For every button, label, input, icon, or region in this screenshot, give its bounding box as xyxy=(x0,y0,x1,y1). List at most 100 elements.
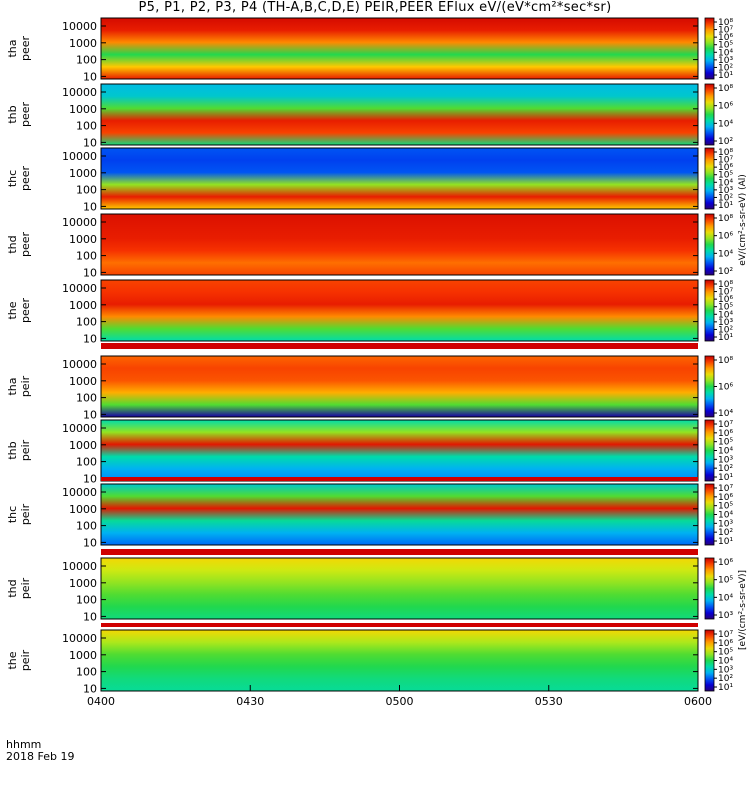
spectrogram-panel: 10 100 1000 10000 thc peir 10⁷10⁶10⁵10⁴10³10²1… xyxy=(6,483,733,549)
x-tick-label: 0600 xyxy=(684,695,712,708)
spectrogram-image xyxy=(101,420,698,481)
y-tick-label: 100 xyxy=(76,184,97,197)
panel-probe-label: thb xyxy=(6,105,19,123)
y-tick-label: 1000 xyxy=(69,649,97,662)
y-tick-label: 100 xyxy=(76,316,97,329)
data-gap-band xyxy=(101,549,698,555)
spectrogram-panel: 10 100 1000 10000 thd peir 10⁶ 10⁵ 10⁴ 10³ xyxy=(6,557,733,623)
colorbar-tick-label: 10² xyxy=(718,267,733,277)
colorbar-tick-label: 10⁸ xyxy=(718,84,733,94)
y-tick-label: 10000 xyxy=(62,216,97,229)
panel-probe-label: thc xyxy=(6,506,19,523)
spectrogram-panel: 10 100 1000 10000 tha peir 10⁸ 10⁶ 10⁴ xyxy=(6,355,733,421)
y-tick-label: 10000 xyxy=(62,358,97,371)
data-gap-band xyxy=(101,623,698,627)
y-tick-label: 10 xyxy=(83,136,97,149)
panel-frame xyxy=(100,557,699,620)
panel-instrument-label: peir xyxy=(19,649,32,671)
y-tick-label: 1000 xyxy=(69,299,97,312)
colorbar xyxy=(704,419,715,482)
y-tick-label: 10 xyxy=(83,70,97,83)
colorbar-tick-label: 10¹ xyxy=(718,473,733,483)
colorbar-tick-label: 10¹ xyxy=(718,333,733,343)
colorbar-tick-label: 10⁸ xyxy=(718,148,733,158)
spectrogram-image xyxy=(101,484,698,545)
y-tick-label: 100 xyxy=(76,594,97,607)
colorbar-tick-label: 10⁴ xyxy=(718,593,733,603)
y-tick-label: 10000 xyxy=(62,282,97,295)
colorbar xyxy=(704,355,715,418)
y-tick-label: 10 xyxy=(83,266,97,279)
colorbar-tick-label: 10² xyxy=(718,528,733,538)
panel-instrument-label: peer xyxy=(19,298,32,324)
panel-probe-label: thd xyxy=(6,235,19,253)
panel-instrument-label: peer xyxy=(19,232,32,258)
panel-instrument-label: peer xyxy=(19,166,32,192)
colorbar-unit-label: eV/(cm²-s-sr-eV) (Al) xyxy=(738,174,748,266)
colorbar-tick-label: 10² xyxy=(718,674,733,684)
colorbar-tick-label: 10⁷ xyxy=(718,26,733,36)
chart-title: P5, P1, P2, P3, P4 (TH-A,B,C,D,E) PEIR,P… xyxy=(138,0,612,15)
colorbar-tick-label: 10³ xyxy=(718,318,733,328)
colorbar-tick-label: 10² xyxy=(718,325,733,335)
y-tick-label: 100 xyxy=(76,666,97,679)
y-tick-label: 10000 xyxy=(62,560,97,573)
y-tick-label: 10000 xyxy=(62,150,97,163)
panel-probe-label: the xyxy=(6,651,19,669)
colorbar-tick-label: 10¹ xyxy=(718,71,733,81)
colorbar-tick-label: 10⁶ xyxy=(718,232,733,242)
y-tick-label: 1000 xyxy=(69,167,97,180)
colorbar-tick-label: 10³ xyxy=(718,665,733,675)
y-tick-label: 100 xyxy=(76,392,97,405)
panel-instrument-label: peir xyxy=(19,577,32,599)
spectrogram-image xyxy=(101,84,698,145)
colorbar-tick-label: 10² xyxy=(718,137,733,147)
colorbar-unit-label-bottom: [eV/(cm²-s-sr-eV)] xyxy=(738,570,748,650)
spectrogram-image xyxy=(101,18,698,79)
panel-frame xyxy=(100,483,699,546)
colorbar-tick-label: 10⁴ xyxy=(718,119,733,129)
panel-probe-label: thc xyxy=(6,170,19,187)
colorbar-tick-label: 10⁸ xyxy=(718,280,733,290)
colorbar-tick-label: 10⁶ xyxy=(718,102,733,112)
colorbar-tick-label: 10⁶ xyxy=(718,33,733,43)
colorbar-tick-label: 10⁷ xyxy=(718,630,733,640)
panel-instrument-label: peir xyxy=(19,503,32,525)
y-tick-label: 100 xyxy=(76,54,97,67)
colorbar-tick-label: 10¹ xyxy=(718,537,733,547)
panel-frame xyxy=(100,279,699,342)
y-tick-label: 10 xyxy=(83,200,97,213)
y-tick-label: 100 xyxy=(76,456,97,469)
colorbar xyxy=(704,83,715,146)
y-tick-label: 10 xyxy=(83,536,97,549)
colorbar-tick-label: 10⁵ xyxy=(718,41,733,51)
y-tick-label: 1000 xyxy=(69,375,97,388)
panel-probe-label: tha xyxy=(6,377,19,395)
panel-frame xyxy=(100,213,699,276)
colorbar-tick-label: 10⁶ xyxy=(718,383,733,393)
y-tick-label: 10 xyxy=(83,332,97,345)
y-tick-label: 100 xyxy=(76,520,97,533)
colorbar-tick-label: 10⁸ xyxy=(718,214,733,224)
panel-probe-label: tha xyxy=(6,39,19,57)
colorbar-tick-label: 10⁴ xyxy=(718,447,733,457)
colorbar-tick-label: 10³ xyxy=(718,56,733,66)
panel-instrument-label: peir xyxy=(19,439,32,461)
panel-probe-label: the xyxy=(6,301,19,319)
spectrogram-image xyxy=(101,558,698,619)
panel-frame xyxy=(100,83,699,146)
colorbar-tick-label: 10⁷ xyxy=(718,484,733,494)
colorbar-tick-label: 10⁶ xyxy=(718,295,733,305)
y-tick-label: 100 xyxy=(76,250,97,263)
colorbar-tick-label: 10³ xyxy=(718,611,733,621)
spectrogram-image xyxy=(101,148,698,209)
y-tick-label: 10000 xyxy=(62,86,97,99)
y-tick-label: 10 xyxy=(83,472,97,485)
y-tick-label: 1000 xyxy=(69,233,97,246)
colorbar-tick-label: 10⁵ xyxy=(718,171,733,181)
spectrogram-panel: 10 100 1000 10000 the peir 10⁷10⁶10⁵10⁴10³10²1… xyxy=(6,629,733,695)
colorbar-tick-label: 10⁶ xyxy=(718,558,733,568)
colorbar-tick-label: 10² xyxy=(718,464,733,474)
